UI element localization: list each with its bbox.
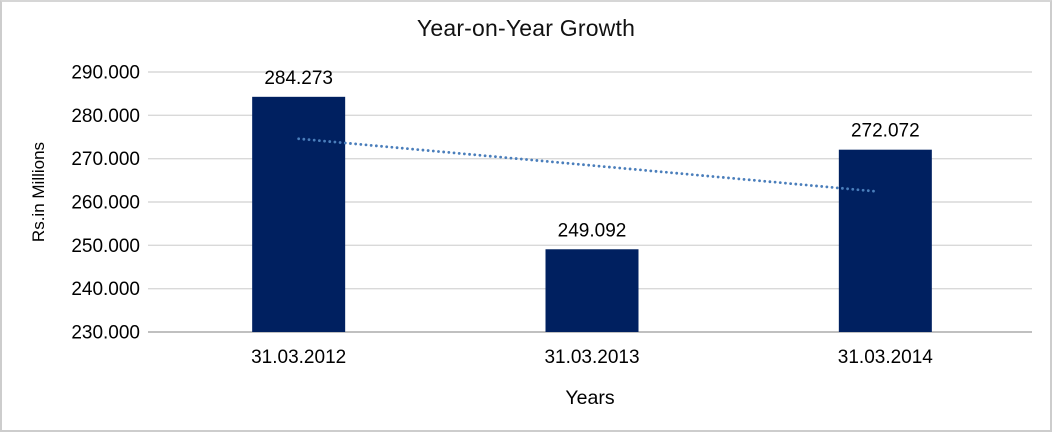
y-tick-label: 290.000 [71, 63, 140, 84]
y-tick-label: 240.000 [71, 279, 140, 300]
bar [838, 149, 932, 332]
y-tick-label: 280.000 [71, 106, 140, 127]
y-tick-label: 250.000 [71, 236, 140, 257]
bar [545, 249, 639, 332]
x-tick-label: 31.03.2013 [544, 347, 639, 368]
y-tick-label: 260.000 [71, 193, 140, 214]
trendline [297, 137, 880, 194]
y-tick-label: 230.000 [71, 323, 140, 344]
bar [252, 96, 346, 332]
chart-title: Year-on-Year Growth [416, 15, 636, 41]
x-tick-label: 31.03.2012 [251, 347, 346, 368]
bar-data-label: 272.072 [851, 121, 920, 142]
bar-data-label: 284.273 [264, 68, 333, 89]
x-tick-label: 31.03.2014 [838, 347, 934, 368]
y-tick-label: 270.000 [71, 149, 140, 170]
x-axis-title: Years [565, 387, 615, 409]
bar-data-label: 249.092 [558, 220, 627, 241]
